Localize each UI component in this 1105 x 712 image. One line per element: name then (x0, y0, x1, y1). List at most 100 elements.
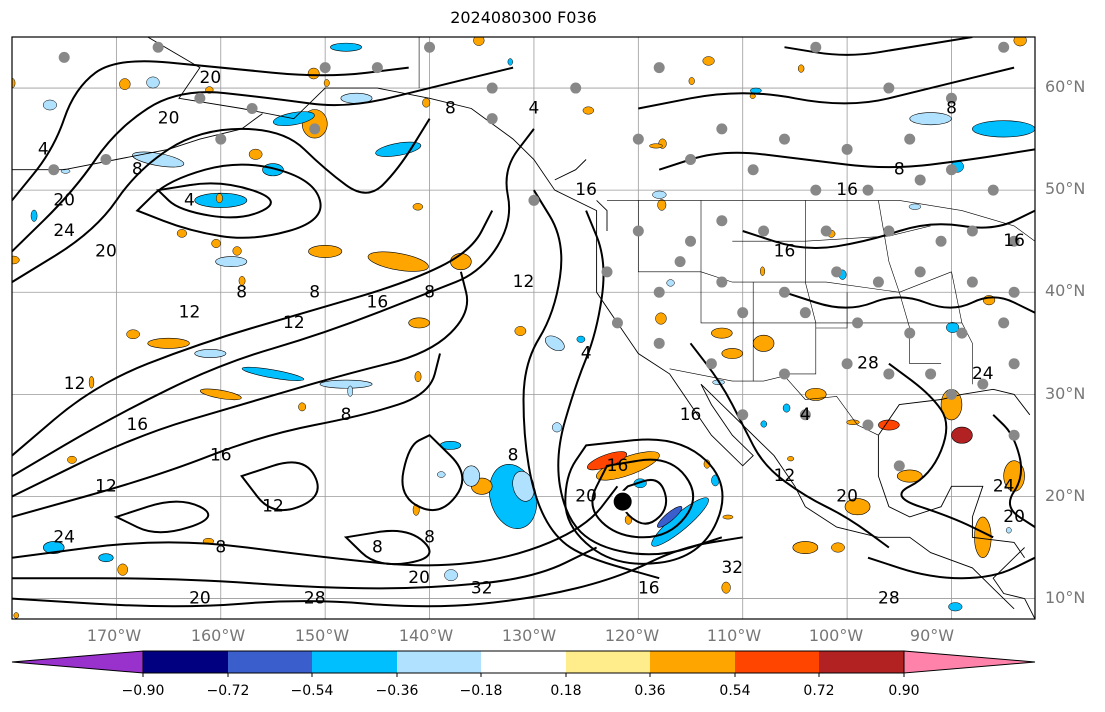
colorbar-tick: −0.72 (206, 683, 250, 699)
station-marker (486, 113, 498, 125)
shaded-region (586, 451, 628, 471)
contour-line (240, 461, 319, 512)
shaded-region (544, 335, 565, 352)
contour-line (557, 210, 723, 556)
state-border (732, 225, 931, 242)
colorbar-segment (819, 651, 904, 673)
shaded-region (797, 64, 805, 73)
station-marker (1008, 235, 1020, 247)
contour-label: 28 (857, 354, 879, 374)
state-border (815, 292, 848, 329)
shaded-region (760, 266, 766, 276)
colorbar-tick: −0.18 (459, 683, 503, 699)
contour-label: 16 (638, 578, 660, 598)
contour-label: 20 (189, 589, 211, 609)
coastline (877, 435, 1025, 558)
shaded-region (721, 348, 744, 359)
shaded-region (215, 256, 248, 268)
colorbar-tick: 0.18 (550, 683, 582, 699)
shaded-region (908, 203, 922, 210)
station-marker (778, 286, 790, 298)
shaded-region (462, 465, 480, 487)
shaded-region (308, 244, 343, 258)
station-marker (966, 276, 978, 288)
station-marker (653, 286, 665, 298)
coastlines (12, 37, 1035, 619)
station-marker (747, 164, 759, 176)
shaded-region (655, 312, 667, 325)
contour-line (591, 458, 695, 539)
contour-label: 8 (309, 282, 320, 302)
colorbar-tick: 0.54 (719, 683, 751, 699)
state-border (638, 200, 952, 293)
lon-label-130w: 130°W (501, 626, 557, 645)
colorbar-segment (228, 651, 312, 673)
contour-label: 20 (575, 486, 597, 506)
contour-label: 8 (946, 98, 957, 118)
contour-label: 28 (304, 589, 326, 609)
colorbar-segment (650, 651, 735, 673)
station-marker (632, 225, 644, 237)
station-marker (810, 184, 822, 196)
shaded-region (132, 151, 185, 168)
colorbar-extend-high (903, 650, 1036, 674)
shaded-region (12, 255, 20, 265)
shaded-region (846, 419, 860, 426)
station-marker (998, 41, 1010, 53)
contour-lines (12, 37, 1035, 608)
colorbar-tick: −0.36 (375, 683, 419, 699)
shaded-region (972, 120, 1035, 138)
station-marker (424, 41, 436, 53)
station-marker (799, 409, 811, 421)
coastline (878, 388, 1031, 436)
shaded-region (444, 569, 458, 582)
shaded-region (375, 141, 422, 157)
shaded-region (238, 276, 246, 286)
station-marker (914, 266, 926, 278)
contour-line (888, 362, 994, 539)
shaded-region (330, 42, 362, 52)
contour-label: 20 (158, 109, 180, 129)
contour-label: 8 (341, 405, 352, 425)
shaded-region (13, 612, 19, 619)
lon-label-140w: 140°W (398, 626, 454, 645)
contour-label: 4 (184, 190, 195, 210)
shaded-region (951, 426, 973, 444)
shaded-region (414, 371, 422, 383)
station-marker (319, 62, 331, 74)
shaded-region (146, 76, 160, 89)
station-marker (215, 133, 227, 145)
contour-label: 8 (372, 538, 383, 558)
shaded-region (323, 79, 330, 87)
station-marker (653, 337, 665, 349)
shaded-region (437, 471, 446, 478)
station-marker (872, 276, 884, 288)
shaded-region (194, 349, 227, 358)
lon-label-120w: 120°W (604, 626, 660, 645)
plot-title: 2024080300 F036 (450, 8, 597, 27)
colorbar (11, 650, 1036, 677)
station-marker (935, 235, 947, 247)
contour-line (867, 556, 1035, 580)
station-marker (799, 307, 811, 319)
coastline (992, 547, 1035, 619)
station-marker (653, 62, 665, 74)
station-marker (611, 317, 623, 329)
shaded-region (974, 516, 992, 559)
colorbar-segment (735, 651, 819, 673)
contour-label: 16 (774, 241, 796, 261)
contour-label: 12 (179, 303, 201, 323)
shaded-region (878, 419, 900, 431)
shaded-region (319, 379, 373, 389)
shaded-region (147, 337, 190, 349)
shaded-region (652, 190, 667, 199)
station-marker (1008, 429, 1020, 441)
colorbar-segment (566, 651, 650, 673)
shaded-region (711, 327, 733, 339)
contour-line (12, 60, 409, 202)
shaded-region (512, 470, 535, 502)
shaded-region (119, 78, 131, 90)
shaded-region (782, 403, 791, 413)
station-marker (862, 419, 874, 431)
